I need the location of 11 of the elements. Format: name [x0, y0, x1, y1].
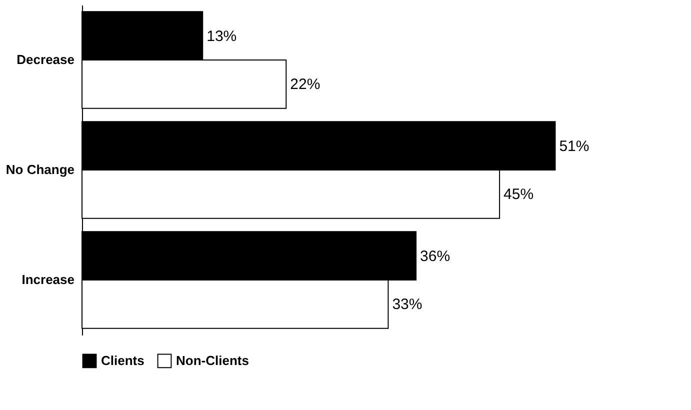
legend-label: Non-Clients — [176, 352, 249, 368]
data-label: 51% — [559, 138, 590, 155]
data-label: 33% — [392, 296, 422, 314]
data-label: 22% — [290, 76, 320, 94]
y-tick-label: Increase — [22, 272, 74, 287]
y-tick-label: Decrease — [16, 52, 74, 67]
data-label: 36% — [420, 248, 450, 265]
legend-label: Clients — [101, 352, 144, 368]
data-label: 45% — [504, 186, 534, 204]
data-label: 13% — [206, 28, 237, 45]
y-tick-label: No Change — [6, 162, 74, 177]
